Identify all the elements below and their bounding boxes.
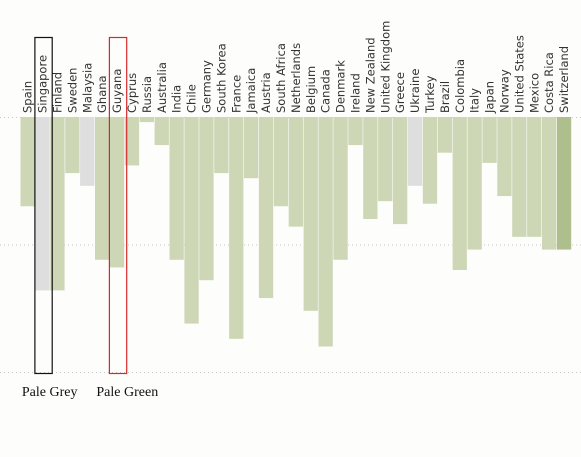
category-label-netherlands: Netherlands	[289, 43, 303, 113]
bar-singapore	[35, 117, 50, 291]
bar-russia	[139, 117, 154, 123]
category-label-costa-rica: Costa Rica	[542, 52, 556, 113]
bar-ukraine	[407, 117, 423, 186]
category-label-ireland: Ireland	[348, 73, 362, 113]
category-label-greece: Greece	[393, 72, 407, 113]
bar-finland	[50, 117, 65, 291]
category-label-ukraine: Ukraine	[408, 69, 422, 113]
category-label-austria: Austria	[259, 72, 273, 113]
bar-france	[229, 117, 244, 339]
category-label-new-zealand: New Zealand	[363, 37, 377, 113]
category-label-cyprus: Cyprus	[125, 73, 139, 113]
category-label-germany: Germany	[199, 60, 213, 113]
category-label-chile: Chile	[185, 84, 199, 113]
category-label-italy: Italy	[468, 88, 482, 113]
category-label-japan: Japan	[483, 81, 497, 114]
category-label-south-africa: South Africa	[274, 43, 288, 113]
bar-netherlands	[288, 117, 303, 227]
bar-malaysia	[80, 117, 95, 186]
bar-austria	[258, 117, 274, 299]
category-label-australia: Australia	[155, 62, 169, 113]
bar-united-states	[512, 117, 527, 237]
bar-australia	[154, 117, 169, 146]
category-label-sweden: Sweden	[65, 68, 79, 113]
category-labels: Spain Singapore Finland Sweden Malaysia Ghana…	[21, 21, 571, 114]
category-label-colombia: Colombia	[453, 59, 467, 113]
bar-greece	[393, 117, 408, 225]
bar-brazil	[437, 117, 452, 153]
bar-canada	[318, 117, 333, 347]
bar-chile	[184, 117, 199, 324]
category-label-belgium: Belgium	[304, 66, 318, 113]
bar-india	[169, 117, 184, 260]
bar-colombia	[452, 117, 467, 270]
category-label-singapore: Singapore	[36, 55, 50, 113]
bar-mexico	[527, 117, 542, 237]
bar-italy	[467, 117, 482, 250]
category-label-brazil: Brazil	[438, 81, 452, 113]
category-label-united-kingdom: United Kingdom	[378, 21, 392, 113]
category-label-france: France	[229, 75, 243, 113]
highlight-label-pale-grey: Pale Grey	[22, 385, 78, 400]
category-label-ghana: Ghana	[95, 75, 109, 113]
category-label-malaysia: Malaysia	[80, 63, 94, 113]
category-label-canada: Canada	[319, 69, 333, 113]
bar-spain	[20, 117, 35, 207]
bar-ghana	[95, 117, 110, 260]
bar-germany	[199, 117, 214, 281]
category-label-turkey: Turkey	[423, 75, 437, 114]
category-label-jamaica: Jamaica	[244, 68, 258, 114]
bar-united-kingdom	[378, 117, 393, 202]
bar-cyprus	[124, 117, 140, 166]
category-label-spain: Spain	[21, 81, 35, 113]
category-label-guyana: Guyana	[110, 69, 124, 113]
category-label-switzerland: Switzerland	[557, 46, 571, 113]
bar-japan	[482, 117, 497, 163]
bar-sweden	[65, 117, 80, 174]
bar-turkey	[422, 117, 438, 204]
category-label-mexico: Mexico	[527, 73, 541, 113]
category-label-finland: Finland	[50, 72, 64, 113]
highlight-label-pale-green: Pale Green	[96, 385, 158, 400]
bar-ireland	[348, 117, 363, 146]
bar-guyana	[109, 117, 125, 268]
bar-denmark	[333, 117, 348, 260]
bar-south-africa	[273, 117, 289, 207]
category-label-denmark: Denmark	[334, 60, 348, 113]
bars	[20, 117, 572, 347]
highlight-boxes: Pale Grey Pale Green	[22, 36, 158, 400]
highlight-box-pale-grey	[34, 36, 53, 375]
bar-jamaica	[244, 117, 259, 179]
bar-belgium	[303, 117, 318, 311]
category-label-russia: Russia	[140, 76, 154, 113]
bar-new-zealand	[363, 117, 378, 219]
category-label-india: India	[170, 85, 184, 113]
category-label-united-states: United States	[512, 35, 526, 113]
bar-switzerland	[556, 117, 572, 250]
highlight-box-pale-green	[108, 36, 128, 375]
bar-south-korea	[214, 117, 229, 174]
category-label-south-korea: South Korea	[214, 43, 228, 113]
bar-costa-rica	[542, 117, 557, 250]
bar-norway	[497, 117, 512, 197]
category-label-norway: Norway	[497, 69, 511, 113]
